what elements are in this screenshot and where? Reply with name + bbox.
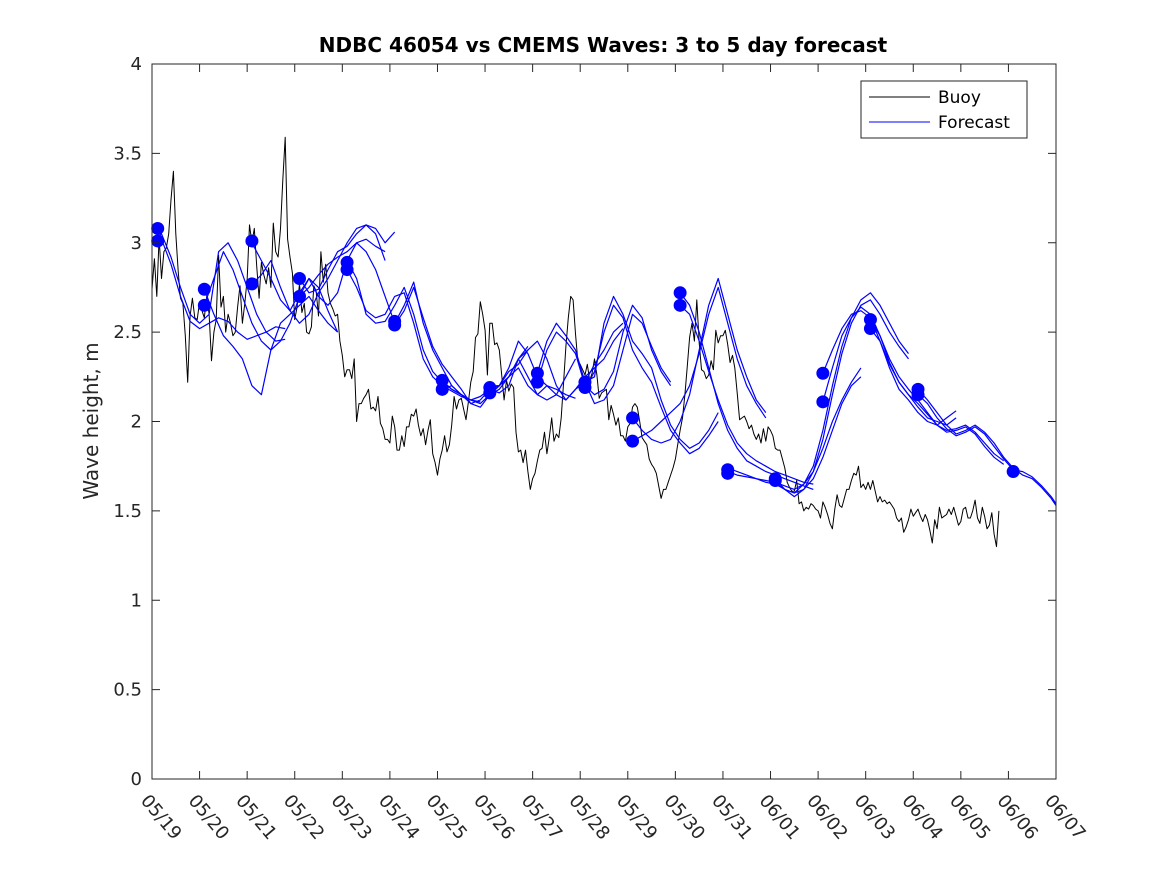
forecast-line-0 xyxy=(151,228,286,340)
forecast-marker-16 xyxy=(530,366,544,380)
forecast-marker-20 xyxy=(626,411,640,425)
y-tick-label: 2.5 xyxy=(113,322,142,343)
forecast-marker-12 xyxy=(435,373,449,387)
forecast-marker-1 xyxy=(151,234,165,248)
forecast-line-3 xyxy=(203,251,339,351)
forecast-marker-11 xyxy=(388,318,402,332)
chart-title: NDBC 46054 vs CMEMS Waves: 3 to 5 day fo… xyxy=(319,33,888,57)
forecast-marker-9 xyxy=(340,263,354,277)
y-tick-label: 3 xyxy=(131,233,142,254)
buoy-series xyxy=(151,136,1000,548)
forecast-line-27 xyxy=(774,292,909,494)
forecast-line-4 xyxy=(251,238,386,312)
forecast-marker-29 xyxy=(816,395,830,409)
forecast-marker-28 xyxy=(816,366,830,380)
forecast-marker-23 xyxy=(673,298,687,312)
forecast-marker-22 xyxy=(673,286,687,300)
y-tick-label: 1 xyxy=(131,590,142,611)
forecast-series-group xyxy=(151,224,1057,506)
forecast-line-1 xyxy=(151,233,286,342)
forecast-line-20 xyxy=(632,277,767,444)
forecast-line-5 xyxy=(251,224,386,324)
forecast-marker-15 xyxy=(483,386,497,400)
y-tick-label: 1.5 xyxy=(113,501,142,522)
y-tick-label: 0 xyxy=(131,769,142,790)
legend-buoy-label: Buoy xyxy=(938,88,981,108)
forecast-line-23 xyxy=(679,304,814,485)
forecast-marker-21 xyxy=(626,434,640,448)
forecast-marker-27 xyxy=(768,473,782,487)
forecast-line-21 xyxy=(632,286,767,442)
forecast-marker-7 xyxy=(292,289,306,303)
buoy-line xyxy=(151,136,1000,548)
forecast-marker-5 xyxy=(245,277,259,291)
forecast-line-28 xyxy=(822,310,957,426)
forecast-marker-4 xyxy=(245,234,259,248)
forecast-marker-33 xyxy=(911,388,925,402)
forecast-line-32 xyxy=(917,388,1057,506)
forecast-line-13 xyxy=(441,358,576,405)
plot-area xyxy=(152,64,1056,779)
y-tick-label: 2 xyxy=(131,412,142,433)
legend-forecast-label: Forecast xyxy=(938,113,1010,133)
forecast-marker-34 xyxy=(1006,465,1020,479)
forecast-line-9 xyxy=(346,269,481,403)
forecast-line-6 xyxy=(299,224,396,294)
forecast-marker-30 xyxy=(863,313,877,327)
forecast-marker-25 xyxy=(721,466,735,480)
forecast-marker-2 xyxy=(197,282,211,296)
forecast-marker-19 xyxy=(578,381,592,395)
forecast-line-15 xyxy=(489,322,624,401)
y-tick-label: 0.5 xyxy=(113,680,142,701)
forecast-marker-0 xyxy=(151,221,165,235)
forecast-line-31 xyxy=(869,328,1005,465)
forecast-line-17 xyxy=(536,313,672,405)
y-axis: 0 0.5 1 1.5 2 2.5 3 3.5 4 xyxy=(113,54,1056,790)
forecast-line-33 xyxy=(917,394,1057,505)
y-tick-label: 4 xyxy=(131,54,142,75)
forecast-line-11 xyxy=(394,286,529,408)
forecast-line-22 xyxy=(679,292,814,490)
forecast-marker-13 xyxy=(435,382,449,396)
forecast-marker-3 xyxy=(197,298,211,312)
forecast-marker-31 xyxy=(863,322,877,336)
forecast-line-18 xyxy=(584,295,719,449)
forecast-line-7 xyxy=(299,242,396,324)
legend: Buoy Forecast xyxy=(860,80,1028,139)
forecast-line-26 xyxy=(774,299,909,498)
legend-box xyxy=(860,80,1028,139)
y-axis-label: Wave height, m xyxy=(79,342,103,499)
forecast-line-19 xyxy=(584,304,719,455)
y-tick-label: 3.5 xyxy=(113,143,142,164)
forecast-marker-17 xyxy=(530,375,544,389)
forecast-markers-group xyxy=(151,221,1020,487)
forecast-line-25 xyxy=(727,367,862,490)
forecast-marker-6 xyxy=(292,272,306,285)
forecast-line-14 xyxy=(489,328,624,401)
